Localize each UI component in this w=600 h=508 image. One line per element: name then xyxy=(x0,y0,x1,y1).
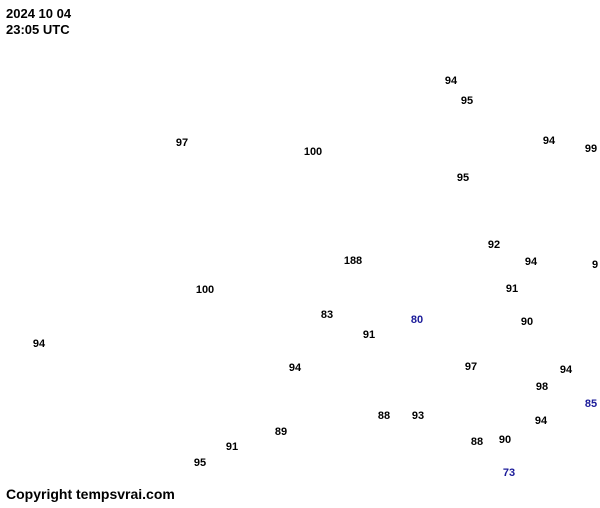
data-point: 97 xyxy=(465,361,477,373)
data-point: 91 xyxy=(506,283,518,295)
data-point: 94 xyxy=(535,415,547,427)
data-point: 94 xyxy=(33,338,45,350)
data-point: 97 xyxy=(176,137,188,149)
data-point: 89 xyxy=(275,426,287,438)
data-point: 94 xyxy=(289,362,301,374)
data-point: 93 xyxy=(412,410,424,422)
data-point: 92 xyxy=(488,239,500,251)
data-point: 83 xyxy=(321,309,333,321)
data-point: 90 xyxy=(521,316,533,328)
data-point: 85 xyxy=(585,398,597,410)
data-point: 95 xyxy=(457,172,469,184)
copyright-label: Copyright tempsvrai.com xyxy=(6,486,175,502)
data-point: 80 xyxy=(411,314,423,326)
time-label: 23:05 UTC xyxy=(6,22,70,37)
data-point: 90 xyxy=(499,434,511,446)
humidity-scatter-map: 2024 10 04 23:05 UTC 94 95 94 99 97 100 95 92 18… xyxy=(0,0,600,508)
data-point: 95 xyxy=(461,95,473,107)
data-point: 88 xyxy=(471,436,483,448)
data-point: 94 xyxy=(543,135,555,147)
data-point: 94 xyxy=(445,75,457,87)
data-point: 100 xyxy=(196,284,214,296)
data-point: 73 xyxy=(503,467,515,479)
data-point: 91 xyxy=(363,329,375,341)
data-point: 99 xyxy=(585,143,597,155)
date-label: 2024 10 04 xyxy=(6,6,71,21)
data-point: 98 xyxy=(536,381,548,393)
data-point: 9 xyxy=(592,259,598,271)
data-point: 100 xyxy=(304,146,322,158)
data-point: 88 xyxy=(378,410,390,422)
data-point: 94 xyxy=(560,364,572,376)
data-point: 91 xyxy=(226,441,238,453)
data-point: 94 xyxy=(525,256,537,268)
data-point: 188 xyxy=(344,255,362,267)
data-point: 95 xyxy=(194,457,206,469)
